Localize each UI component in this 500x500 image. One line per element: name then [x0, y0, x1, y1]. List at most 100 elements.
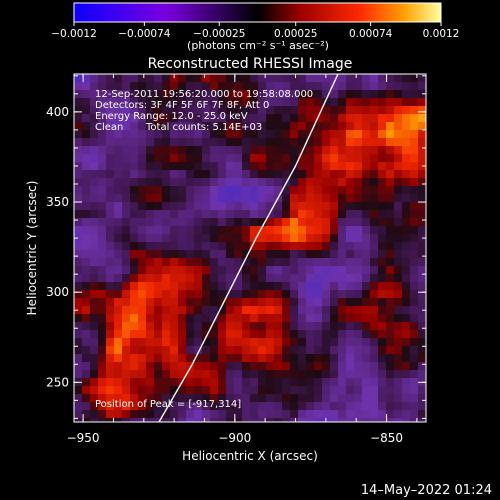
heatmap-cell	[138, 242, 146, 250]
heatmap-cell	[290, 74, 298, 82]
heatmap-cell	[130, 234, 138, 242]
heatmap-cell	[226, 338, 234, 346]
heatmap-cell	[98, 418, 106, 422]
heatmap-cell	[114, 130, 122, 138]
heatmap-cell	[162, 402, 170, 410]
heatmap-cell	[82, 282, 90, 290]
heatmap-cell	[338, 386, 346, 394]
heatmap-cell	[338, 354, 346, 362]
heatmap-cell	[106, 98, 114, 106]
heatmap-cell	[98, 330, 106, 338]
heatmap-cell	[170, 122, 178, 130]
heatmap-cell	[370, 90, 378, 98]
heatmap-cell	[362, 218, 370, 226]
heatmap-cell	[122, 330, 130, 338]
heatmap-cell	[82, 410, 90, 418]
heatmap-cell	[394, 202, 402, 210]
heatmap-cell	[354, 226, 362, 234]
heatmap-cell	[354, 178, 362, 186]
heatmap-cell	[194, 402, 202, 410]
heatmap-cell	[194, 234, 202, 242]
heatmap-cell	[154, 258, 162, 266]
heatmap-cell	[386, 170, 394, 178]
heatmap-cell	[194, 114, 202, 122]
heatmap-cell	[274, 410, 282, 418]
heatmap-cell	[386, 154, 394, 162]
heatmap-cell	[354, 402, 362, 410]
heatmap-cell	[362, 74, 370, 82]
heatmap-cell	[82, 354, 90, 362]
heatmap-cell	[234, 74, 242, 82]
heatmap-cell	[298, 418, 306, 422]
heatmap-cell	[186, 290, 194, 298]
heatmap-cell	[322, 346, 330, 354]
heatmap-cell	[146, 170, 154, 178]
heatmap-cell	[394, 114, 402, 122]
heatmap-cell	[82, 146, 90, 154]
heatmap-cell	[410, 402, 418, 410]
heatmap-cell	[258, 98, 266, 106]
heatmap-cell	[130, 98, 138, 106]
heatmap-cell	[202, 170, 210, 178]
heatmap-cell	[234, 314, 242, 322]
heatmap-cell	[410, 306, 418, 314]
heatmap-cell	[122, 306, 130, 314]
heatmap-cell	[410, 394, 418, 402]
heatmap-cell	[138, 266, 146, 274]
heatmap-cell	[90, 130, 98, 138]
heatmap-cell	[418, 322, 426, 330]
heatmap-cell	[226, 74, 234, 82]
heatmap-cell	[106, 290, 114, 298]
heatmap-cell	[378, 146, 386, 154]
heatmap-cell	[378, 258, 386, 266]
heatmap-cell	[234, 266, 242, 274]
heatmap-cell	[114, 322, 122, 330]
heatmap-cell	[258, 362, 266, 370]
heatmap-cell	[354, 170, 362, 178]
heatmap-cell	[330, 330, 338, 338]
heatmap-cell	[282, 386, 290, 394]
heatmap-cell	[146, 242, 154, 250]
heatmap-cell	[74, 226, 82, 234]
heatmap-cell	[418, 82, 426, 90]
heatmap-cell	[330, 154, 338, 162]
heatmap-cell	[282, 330, 290, 338]
heatmap-cell	[314, 386, 322, 394]
heatmap-cell	[418, 298, 426, 306]
heatmap-cell	[170, 210, 178, 218]
heatmap-cell	[418, 98, 426, 106]
heatmap-cell	[186, 194, 194, 202]
heatmap-cell	[194, 154, 202, 162]
heatmap-cell	[314, 394, 322, 402]
heatmap-cell	[242, 202, 250, 210]
heatmap-cell	[338, 410, 346, 418]
heatmap-cell	[170, 114, 178, 122]
heatmap-cell	[242, 90, 250, 98]
heatmap-cell	[74, 170, 82, 178]
heatmap-cell	[258, 170, 266, 178]
heatmap-cell	[146, 186, 154, 194]
heatmap-cell	[170, 274, 178, 282]
heatmap-cell	[290, 106, 298, 114]
heatmap-cell	[346, 378, 354, 386]
heatmap-cell	[354, 354, 362, 362]
heatmap-cell	[418, 74, 426, 82]
heatmap-cell	[218, 274, 226, 282]
heatmap-cell	[194, 418, 202, 422]
heatmap-cell	[402, 282, 410, 290]
heatmap-cell	[378, 290, 386, 298]
heatmap-cell	[362, 194, 370, 202]
heatmap-cell	[266, 338, 274, 346]
heatmap-cell	[322, 178, 330, 186]
heatmap-cell	[418, 170, 426, 178]
heatmap-cell	[306, 266, 314, 274]
heatmap-cell	[106, 418, 114, 422]
heatmap-cell	[362, 314, 370, 322]
heatmap-cell	[106, 138, 114, 146]
heatmap-cell	[370, 306, 378, 314]
heatmap-cell	[250, 146, 258, 154]
heatmap-cell	[186, 346, 194, 354]
heatmap-cell	[378, 154, 386, 162]
colorbar-tick-label: −0.00074	[118, 28, 171, 40]
heatmap-cell	[90, 194, 98, 202]
